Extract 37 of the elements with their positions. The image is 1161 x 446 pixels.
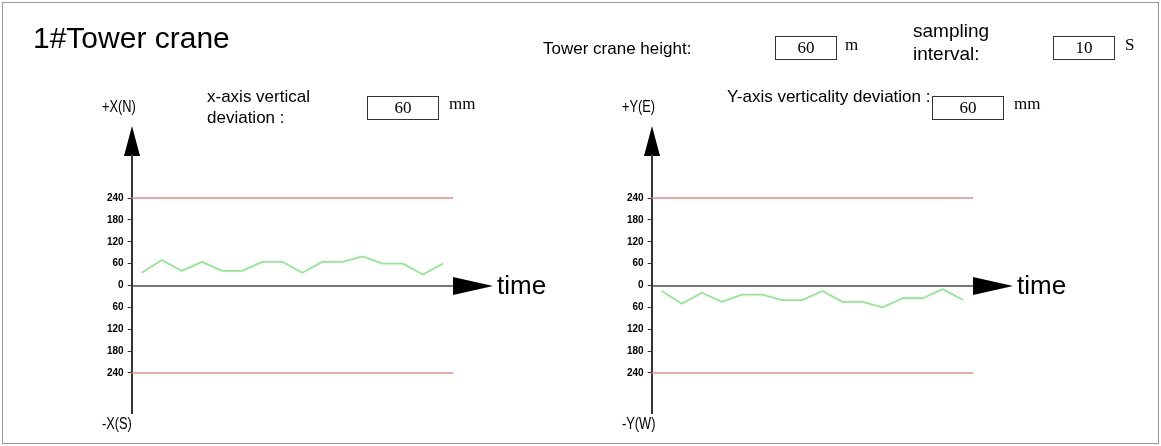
text: m bbox=[845, 35, 859, 55]
y-tick-label: 120 bbox=[107, 322, 125, 334]
y-tick-label: 0 bbox=[638, 279, 645, 291]
y-tick-label: 0 bbox=[118, 279, 125, 291]
text: -Y(W) bbox=[622, 415, 656, 433]
text: Tower crane height: bbox=[543, 39, 692, 59]
y-tick-label: 180 bbox=[627, 213, 645, 225]
y-tick-label: 120 bbox=[107, 235, 125, 247]
y-tick-label: 180 bbox=[627, 344, 645, 356]
input-field: 10 bbox=[1053, 36, 1115, 60]
y-tick-label: 60 bbox=[112, 301, 125, 313]
text: -X(S) bbox=[102, 415, 132, 433]
y-tick-label: 60 bbox=[632, 301, 645, 313]
y-tick-label: 180 bbox=[107, 213, 125, 225]
y-tick-label: 60 bbox=[632, 257, 645, 269]
y-tick-label: 180 bbox=[107, 344, 125, 356]
y-tick-label: 60 bbox=[112, 257, 125, 269]
input-field: 60 bbox=[367, 96, 439, 120]
text: +Y(E) bbox=[622, 98, 656, 116]
text: mm bbox=[1014, 94, 1041, 114]
text: +X(N) bbox=[102, 98, 136, 116]
text: Y-axis verticality deviation : bbox=[727, 86, 932, 107]
y-tick-label: 240 bbox=[627, 191, 645, 203]
y-tick-label: 240 bbox=[107, 366, 125, 378]
y-tick-label: 240 bbox=[107, 191, 125, 203]
x-axis-title: time bbox=[1017, 269, 1067, 301]
y-tick-label: 120 bbox=[627, 322, 645, 334]
text: mm bbox=[449, 94, 476, 114]
text: S bbox=[1125, 35, 1135, 55]
input-field: 60 bbox=[775, 36, 837, 60]
text: 1#Tower crane bbox=[33, 21, 230, 55]
y-tick-label: 240 bbox=[627, 366, 645, 378]
text: sampling interval: bbox=[913, 19, 991, 65]
y-tick-label: 120 bbox=[627, 235, 645, 247]
input-field: 60 bbox=[932, 96, 1004, 120]
text: x-axis vertical deviation : bbox=[207, 86, 311, 128]
x-axis-title: time bbox=[497, 269, 547, 301]
